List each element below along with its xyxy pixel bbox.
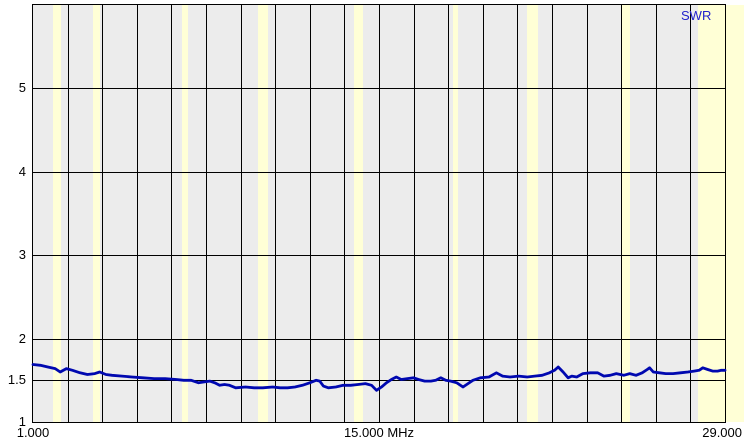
gridline-vertical — [171, 5, 172, 422]
gridline-horizontal — [33, 172, 725, 173]
gridline-horizontal — [33, 88, 725, 89]
gridline-vertical — [241, 5, 242, 422]
ham-band-highlight — [182, 5, 188, 422]
gridline-vertical — [448, 5, 449, 422]
gridline-vertical — [275, 5, 276, 422]
y-axis-tick-label: 2 — [18, 331, 26, 346]
gridline-vertical — [414, 5, 415, 422]
swr-legend-label: SWR — [681, 8, 712, 23]
gridline-vertical — [587, 5, 588, 422]
gridline-vertical — [379, 5, 380, 422]
gridline-vertical — [206, 5, 207, 422]
x-axis-tick-label: 15.000 MHz — [343, 425, 415, 440]
gridline-horizontal — [33, 380, 725, 381]
gridline-vertical — [102, 5, 103, 422]
swr-trace-line — [31, 363, 727, 392]
gridline-horizontal — [33, 255, 725, 256]
y-axis-tick-label: 3 — [18, 247, 26, 262]
ham-band-highlight — [697, 5, 744, 422]
gridline-vertical — [483, 5, 484, 422]
gridline-vertical — [656, 5, 657, 422]
ham-band-highlight — [257, 5, 268, 422]
gridline-vertical — [137, 5, 138, 422]
gridline-horizontal — [33, 339, 725, 340]
x-axis-tick-label: 1.000 — [16, 425, 50, 440]
ham-band-highlight — [621, 5, 631, 422]
ham-band-highlight — [452, 5, 459, 422]
plot-border — [32, 4, 726, 423]
gridline-vertical — [310, 5, 311, 422]
ham-band-highlight — [354, 5, 363, 422]
gridline-vertical — [690, 5, 691, 422]
ham-band-highlight — [93, 5, 100, 422]
x-axis-tick-label: 29.000 — [702, 425, 742, 440]
gridline-vertical — [344, 5, 345, 422]
gridline-vertical — [621, 5, 622, 422]
gridline-vertical — [552, 5, 553, 422]
ham-band-highlight — [53, 5, 61, 422]
y-axis-tick-label: 1.5 — [7, 372, 26, 387]
y-axis-tick-label: 5 — [18, 80, 26, 95]
ham-band-highlight — [527, 5, 538, 422]
gridline-vertical — [517, 5, 518, 422]
gridline-vertical — [68, 5, 69, 422]
y-axis-tick-label: 1 — [18, 414, 26, 429]
y-axis-tick-label: 4 — [18, 164, 26, 179]
